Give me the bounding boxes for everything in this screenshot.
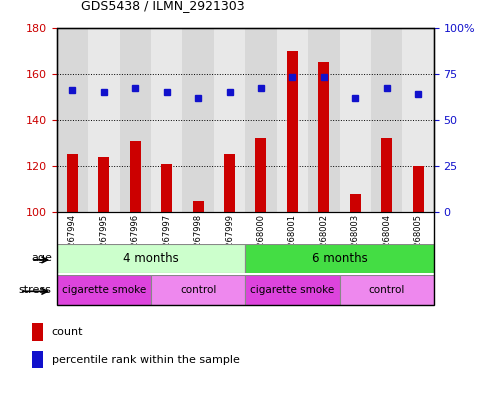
Bar [255, 138, 267, 212]
Bar [413, 166, 423, 212]
Bar [340, 28, 371, 212]
Bar [119, 28, 151, 212]
Bar [98, 157, 109, 212]
Bar [57, 28, 88, 212]
Bar [151, 28, 182, 212]
Bar [182, 28, 214, 212]
Bar [245, 275, 340, 305]
Bar [151, 275, 245, 305]
Bar [130, 141, 141, 212]
Text: control: control [368, 285, 405, 295]
Bar [161, 164, 172, 212]
Text: control: control [180, 285, 216, 295]
Text: 4 months: 4 months [123, 252, 179, 265]
Bar [371, 28, 402, 212]
Bar [67, 154, 78, 212]
Text: count: count [52, 327, 83, 337]
Bar [350, 194, 361, 212]
Text: stress: stress [19, 285, 52, 295]
Bar [308, 28, 340, 212]
Text: cigarette smoke: cigarette smoke [250, 285, 335, 295]
Text: age: age [31, 253, 52, 263]
Bar [193, 201, 204, 212]
Bar [32, 351, 43, 369]
Bar [277, 28, 308, 212]
Bar [381, 138, 392, 212]
Text: percentile rank within the sample: percentile rank within the sample [52, 354, 240, 365]
Bar [57, 244, 245, 273]
Text: GDS5438 / ILMN_2921303: GDS5438 / ILMN_2921303 [81, 0, 245, 12]
Bar [287, 51, 298, 212]
Bar [224, 154, 235, 212]
Bar [402, 28, 434, 212]
Bar [88, 28, 119, 212]
Text: cigarette smoke: cigarette smoke [62, 285, 146, 295]
Bar [57, 275, 151, 305]
Bar [340, 275, 434, 305]
Bar [32, 323, 43, 341]
Bar [245, 244, 434, 273]
Bar [245, 28, 277, 212]
Bar [318, 62, 329, 212]
Text: 6 months: 6 months [312, 252, 367, 265]
Bar [214, 28, 246, 212]
